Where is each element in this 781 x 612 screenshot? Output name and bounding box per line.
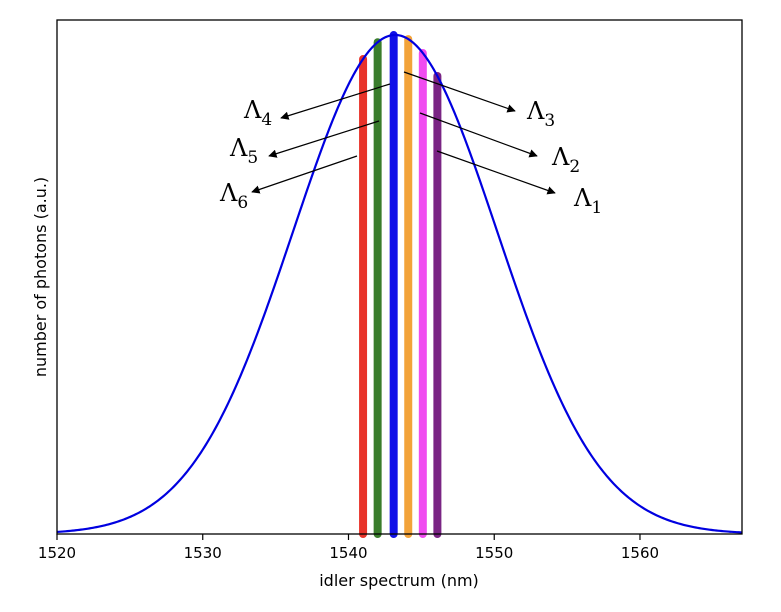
- x-tick-label: 1560: [621, 544, 659, 562]
- plot-frame: [56, 19, 743, 535]
- x-tick-label: 1540: [329, 544, 367, 562]
- label-lambda-2: Λ2: [551, 143, 580, 177]
- label-lambda-6: Λ6: [219, 179, 248, 213]
- x-tick-label: 1550: [475, 544, 513, 562]
- label-lambda-3: Λ3: [526, 97, 555, 131]
- spectrum-curve: [56, 33, 743, 534]
- arrow-lambda-4: [280, 83, 391, 120]
- x-tick-label: 1530: [184, 544, 222, 562]
- x-tick-label: 1520: [38, 544, 76, 562]
- label-lambda-4: Λ4: [243, 96, 272, 130]
- spectrum-line: [56, 33, 743, 534]
- label-lambda-1: Λ1: [573, 184, 602, 218]
- x-axis-ticks: 1520 1530 1540 1550 1560: [38, 534, 659, 562]
- y-axis-label: number of photons (a.u.): [31, 177, 50, 377]
- wavelength-bands: [359, 31, 442, 538]
- arrow-lambda-5: [268, 120, 380, 158]
- arrow-lambda-6: [251, 155, 358, 194]
- band-annotations: Λ4 Λ5 Λ6 Λ3 Λ2 Λ1: [219, 71, 602, 218]
- label-lambda-5: Λ5: [229, 134, 258, 168]
- arrow-lambda-2: [419, 112, 538, 158]
- x-axis-label: idler spectrum (nm): [319, 571, 479, 590]
- arrow-lambda-1: [436, 150, 556, 195]
- arrow-lambda-3: [403, 71, 516, 113]
